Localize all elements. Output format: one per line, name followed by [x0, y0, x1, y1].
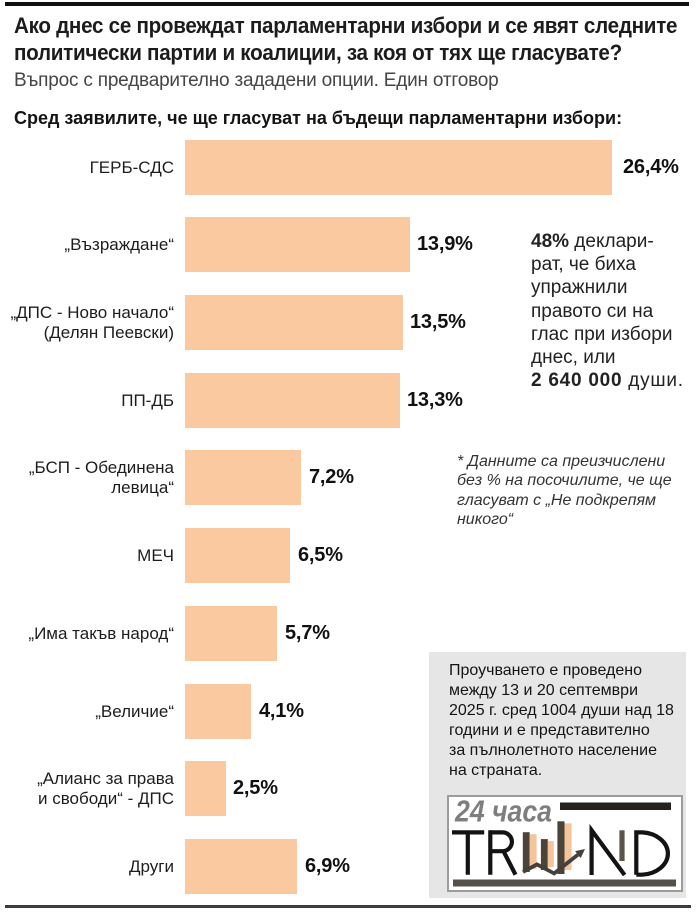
svg-text:24 часа: 24 часа [454, 795, 552, 829]
